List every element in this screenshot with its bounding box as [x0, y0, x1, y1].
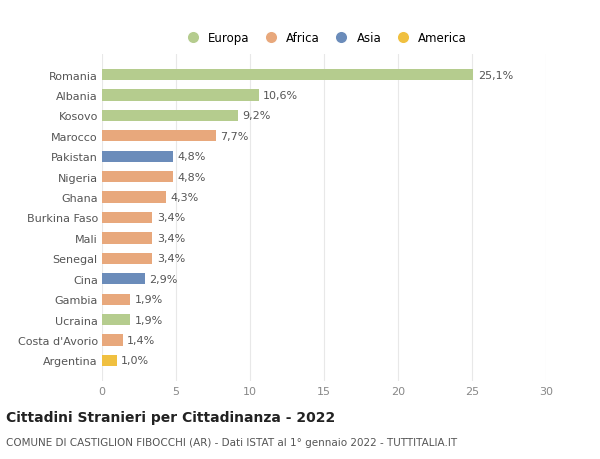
- Bar: [102, 192, 166, 203]
- Text: 25,1%: 25,1%: [478, 71, 513, 80]
- Bar: [102, 335, 123, 346]
- Text: Cittadini Stranieri per Cittadinanza - 2022: Cittadini Stranieri per Cittadinanza - 2…: [6, 411, 335, 425]
- Text: 1,9%: 1,9%: [134, 315, 163, 325]
- Bar: [102, 172, 173, 183]
- Bar: [102, 151, 173, 162]
- Bar: [102, 213, 152, 224]
- Text: 10,6%: 10,6%: [263, 91, 298, 101]
- Text: 3,4%: 3,4%: [157, 233, 185, 243]
- Text: 3,4%: 3,4%: [157, 213, 185, 223]
- Bar: [102, 314, 130, 325]
- Text: 1,4%: 1,4%: [127, 335, 155, 345]
- Legend: Europa, Africa, Asia, America: Europa, Africa, Asia, America: [178, 28, 470, 48]
- Text: 1,0%: 1,0%: [121, 356, 149, 365]
- Bar: [102, 90, 259, 101]
- Bar: [102, 253, 152, 264]
- Text: 4,8%: 4,8%: [178, 172, 206, 182]
- Text: 4,3%: 4,3%: [170, 193, 199, 203]
- Text: 1,9%: 1,9%: [134, 295, 163, 304]
- Text: COMUNE DI CASTIGLION FIBOCCHI (AR) - Dati ISTAT al 1° gennaio 2022 - TUTTITALIA.: COMUNE DI CASTIGLION FIBOCCHI (AR) - Dat…: [6, 437, 457, 448]
- Text: 2,9%: 2,9%: [149, 274, 178, 284]
- Bar: [102, 111, 238, 122]
- Text: 4,8%: 4,8%: [178, 152, 206, 162]
- Bar: [102, 131, 216, 142]
- Bar: [102, 70, 473, 81]
- Text: 9,2%: 9,2%: [242, 111, 271, 121]
- Bar: [102, 274, 145, 285]
- Bar: [102, 294, 130, 305]
- Text: 3,4%: 3,4%: [157, 254, 185, 264]
- Bar: [102, 355, 117, 366]
- Bar: [102, 233, 152, 244]
- Text: 7,7%: 7,7%: [220, 132, 249, 141]
